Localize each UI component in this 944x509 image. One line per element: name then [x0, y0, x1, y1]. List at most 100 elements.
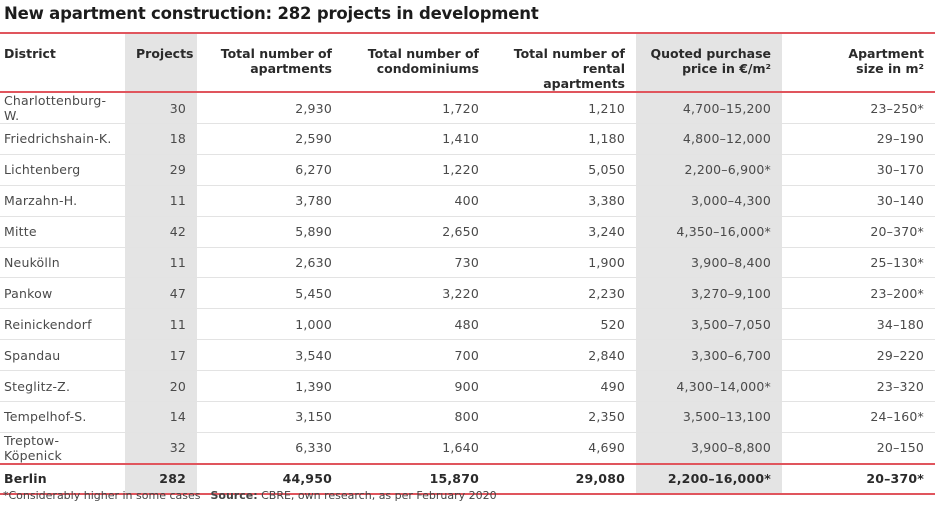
table-cell: 3,380 [588, 193, 625, 209]
table-cell: 3,780 [295, 193, 332, 209]
table-row: Steglitz-Z. 20 1,390 900 490 4,300–14,000* 23–… [0, 370, 935, 402]
column-header-2: Total number of apartments [197, 32, 343, 93]
table-cell: 5,890 [295, 224, 332, 240]
column-header-6: Apartment size in m² [782, 32, 935, 93]
column-header-3: Total number of condominiums [343, 32, 490, 93]
header-row: District Projects Total number of apartment… [0, 32, 935, 93]
table-cell: 2,200–16,000* [636, 463, 782, 494]
table-cell: 6,330 [295, 440, 332, 456]
table-cell: 11 [125, 308, 197, 340]
district-cell: Steglitz-Z. [4, 378, 71, 394]
table-cell: 3,240 [588, 224, 625, 240]
table-cell: 2,350 [588, 409, 625, 425]
column-header-line: Total number of [367, 46, 479, 61]
column-header-line: Quoted purchase [650, 46, 771, 61]
table-cell: 23–200* [870, 285, 924, 301]
district-cell: Friedrichshain-K. [4, 131, 112, 147]
column-header-4: Total number of rental apartments [490, 32, 636, 93]
table-cell: 3,540 [295, 347, 332, 363]
table-cell: 5,450 [295, 285, 332, 301]
table-cell: 20 [125, 370, 197, 402]
table-cell: 2,590 [295, 131, 332, 147]
table-cell: 400 [454, 193, 479, 209]
column-header-line: condominiums [376, 61, 479, 76]
column-header-line: Projects [136, 46, 194, 61]
table-cell: 282 [125, 463, 197, 494]
table-cell: 6,270 [295, 162, 332, 178]
table-cell: 4,300–14,000* [636, 370, 782, 402]
table-cell: 2,840 [588, 347, 625, 363]
table-row: Neukölln 11 2,630 730 1,900 3,900–8,400 25–130… [0, 247, 935, 278]
table-cell: 14 [125, 401, 197, 433]
district-cell: Neukölln [4, 255, 60, 270]
table-cell: 1,410 [442, 131, 479, 147]
table-cell: 3,300–6,700 [636, 339, 782, 371]
table-cell: 1,180 [588, 131, 625, 147]
table-title: New apartment construction: 282 projects… [4, 4, 539, 23]
table-row: Tempelhof-S. 14 3,150 800 2,350 3,500–13,100 2… [0, 401, 935, 433]
column-header-line: Total number of [220, 46, 332, 61]
table-cell: 17 [125, 339, 197, 371]
column-header-1: Projects [125, 32, 197, 93]
table-cell: 4,800–12,000 [636, 123, 782, 155]
column-header-line: Apartment [848, 46, 924, 61]
table-cell: 23–250* [870, 100, 924, 116]
table-cell: 730 [454, 255, 479, 270]
table-cell: 3,500–13,100 [636, 401, 782, 433]
district-cell: Pankow [4, 285, 53, 301]
table-cell: 4,700–15,200 [636, 92, 782, 124]
table-cell: 4,690 [588, 440, 625, 456]
table-cell: 1,640 [442, 440, 479, 456]
table-row: Charlottenburg-W. 30 2,930 1,720 1,210 4,700–… [0, 92, 935, 124]
column-header-line: size in m² [856, 61, 924, 76]
district-cell: Charlottenburg-W. [4, 93, 107, 123]
district-cell: Berlin [4, 471, 47, 487]
table-cell: 1,900 [588, 255, 625, 270]
table-cell: 11 [125, 185, 197, 217]
table-cell: 2,200–6,900* [636, 154, 782, 186]
district-cell: Spandau [4, 347, 61, 363]
table-cell: 24–160* [870, 409, 924, 425]
column-header-5: Quoted purchase price in €/m² [636, 32, 782, 93]
district-cell: Tempelhof-S. [4, 409, 87, 425]
table-row: Treptow-Köpenick 32 6,330 1,640 4,690 3,900–8… [0, 432, 935, 464]
table-row: Marzahn-H. 11 3,780 400 3,380 3,000–4,300 30–1… [0, 185, 935, 217]
column-header-line: apartments [250, 61, 332, 76]
table-cell: 1,720 [442, 100, 479, 116]
table-cell: 29 [125, 154, 197, 186]
table-row: Spandau 17 3,540 700 2,840 3,300–6,700 29–220 [0, 339, 935, 371]
table-cell: 4,350–16,000* [636, 216, 782, 248]
footnote-note: *Considerably higher in some cases [3, 489, 201, 502]
table-cell: 30 [125, 92, 197, 124]
table-body: Charlottenburg-W. 30 2,930 1,720 1,210 4,700–… [0, 92, 935, 494]
column-header-line: price in €/m² [682, 61, 771, 76]
table-cell: 2,650 [442, 224, 479, 240]
source-text: CBRE, own research, as per February 2020 [257, 489, 497, 502]
table-row: Reinickendorf 11 1,000 480 520 3,500–7,050 34–… [0, 308, 935, 340]
column-header-line: rental apartments [543, 61, 625, 91]
table-cell: 700 [454, 347, 479, 363]
table-cell: 520 [600, 316, 625, 332]
district-cell: Mitte [4, 224, 37, 240]
table-cell: 490 [600, 378, 625, 394]
table-row: Pankow 47 5,450 3,220 2,230 3,270–9,100 23–200… [0, 277, 935, 309]
table-cell: 480 [454, 316, 479, 332]
table-cell: 20–370* [870, 224, 924, 240]
table-cell: 2,930 [295, 100, 332, 116]
table-cell: 15,870 [429, 471, 479, 487]
table-cell: 20–150 [876, 440, 924, 456]
table-cell: 3,270–9,100 [636, 277, 782, 309]
table-cell: 32 [125, 432, 197, 464]
district-cell: Marzahn-H. [4, 193, 78, 209]
footnote: *Considerably higher in some cases Source… [3, 489, 497, 502]
table-cell: 18 [125, 123, 197, 155]
table-cell: 29–220 [876, 347, 924, 363]
district-cell: Lichtenberg [4, 162, 81, 178]
table-cell: 3,220 [442, 285, 479, 301]
table-cell: 3,900–8,800 [636, 432, 782, 464]
table-cell: 1,220 [442, 162, 479, 178]
table-row: Mitte 42 5,890 2,650 3,240 4,350–16,000* 20–37… [0, 216, 935, 248]
table-cell: 800 [454, 409, 479, 425]
table-cell: 5,050 [588, 162, 625, 178]
table-cell: 23–320 [876, 378, 924, 394]
